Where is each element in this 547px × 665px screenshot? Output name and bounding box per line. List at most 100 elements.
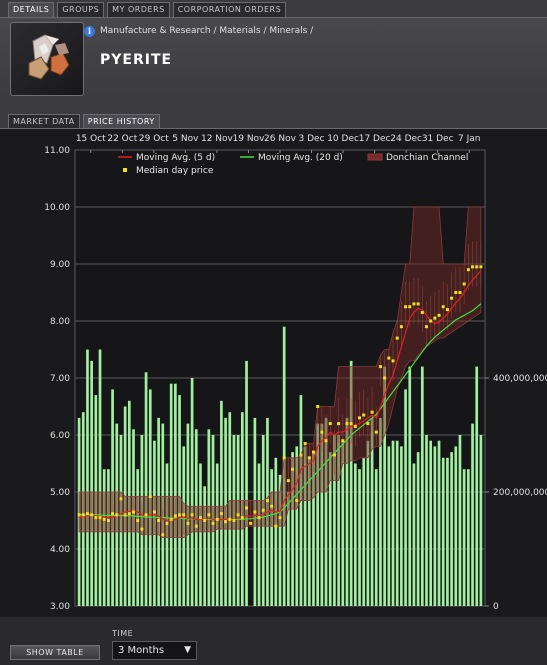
tab-corporation-orders[interactable]: CORPORATION ORDERS bbox=[172, 2, 287, 17]
median-point bbox=[127, 512, 131, 516]
median-point bbox=[345, 422, 349, 426]
median-point bbox=[136, 519, 140, 522]
tab-price-history[interactable]: PRICE HISTORY bbox=[82, 114, 160, 129]
y-tick-label: 8.00 bbox=[50, 317, 70, 327]
sub-tab-bar: MARKET DATA PRICE HISTORY bbox=[8, 114, 160, 129]
median-point bbox=[148, 495, 152, 499]
show-table-button[interactable]: SHOW TABLE bbox=[10, 645, 100, 660]
info-icon[interactable]: i bbox=[84, 26, 95, 37]
x-tick-label: 15 Oct bbox=[76, 134, 106, 144]
median-point bbox=[303, 442, 307, 446]
legend-label: Moving Avg. (20 d) bbox=[258, 153, 343, 163]
volume-bar bbox=[333, 435, 336, 606]
median-point bbox=[311, 450, 315, 454]
median-point bbox=[224, 520, 228, 524]
median-point bbox=[161, 533, 165, 537]
chevron-down-icon: ▼ bbox=[184, 645, 191, 655]
median-point bbox=[140, 527, 144, 531]
volume-bar bbox=[429, 440, 433, 606]
volume-bar bbox=[441, 457, 445, 606]
median-point bbox=[85, 512, 89, 516]
median-point bbox=[383, 376, 387, 380]
x-tick-label: 26 Nov bbox=[264, 134, 297, 144]
volume-bar bbox=[349, 360, 353, 606]
volume-bar bbox=[190, 378, 194, 606]
median-point bbox=[404, 305, 408, 309]
x-tick-label: 12 Nov bbox=[201, 134, 234, 144]
median-point bbox=[111, 512, 115, 516]
median-point bbox=[215, 517, 219, 521]
time-range-select[interactable]: 3 Months ▼ bbox=[112, 641, 197, 660]
volume-bar bbox=[462, 469, 466, 606]
volume-bar bbox=[345, 417, 349, 606]
tab-groups[interactable]: GROUPS bbox=[57, 2, 105, 17]
legend-swatch bbox=[123, 168, 127, 172]
volume-bar bbox=[98, 349, 102, 606]
median-point bbox=[106, 519, 110, 522]
median-point bbox=[362, 413, 366, 417]
volume-tick-label: 0 bbox=[493, 602, 499, 612]
median-point bbox=[98, 516, 102, 520]
median-point bbox=[441, 305, 445, 309]
tab-my-orders[interactable]: MY ORDERS bbox=[107, 2, 170, 17]
tab-details[interactable]: DETAILS bbox=[8, 2, 55, 17]
page-title: PYERITE bbox=[100, 52, 173, 68]
median-point bbox=[391, 359, 395, 363]
tab-market-data[interactable]: MARKET DATA bbox=[8, 114, 80, 129]
volume-bar bbox=[366, 440, 370, 606]
median-point bbox=[408, 305, 412, 309]
volume-bar bbox=[102, 469, 106, 606]
volume-bar bbox=[291, 452, 294, 606]
median-point bbox=[420, 310, 424, 314]
median-point bbox=[471, 265, 475, 269]
volume-bar bbox=[475, 366, 479, 606]
median-point bbox=[173, 514, 177, 518]
x-tick-label: 5 Nov bbox=[172, 134, 199, 144]
median-point bbox=[479, 265, 483, 269]
median-point bbox=[320, 430, 324, 434]
y-tick-label: 9.00 bbox=[50, 260, 70, 270]
donchian-channel-band bbox=[78, 206, 482, 538]
median-point bbox=[253, 510, 257, 514]
median-point bbox=[378, 365, 382, 369]
volume-tick-label: 200,000,000 bbox=[493, 488, 547, 498]
y-tick-label: 5.00 bbox=[50, 488, 70, 498]
median-point bbox=[77, 513, 81, 517]
subtab-divider bbox=[0, 128, 547, 129]
volume-bar bbox=[86, 349, 89, 606]
median-point bbox=[295, 499, 299, 503]
median-point bbox=[328, 422, 332, 426]
median-point bbox=[341, 439, 345, 443]
volume-bar bbox=[374, 469, 378, 606]
x-tick-label: 24 Dec bbox=[390, 134, 422, 144]
median-point bbox=[240, 516, 244, 520]
x-tick-label: 10 Dec bbox=[327, 134, 359, 144]
volume-bar bbox=[471, 423, 474, 606]
volume-bar bbox=[420, 366, 424, 606]
volume-bar bbox=[295, 446, 299, 606]
volume-bar bbox=[425, 435, 428, 606]
volume-bar bbox=[270, 469, 273, 606]
volume-bar bbox=[303, 446, 307, 606]
tab-divider bbox=[0, 17, 547, 18]
median-point bbox=[190, 513, 194, 517]
median-point bbox=[203, 519, 207, 522]
median-point bbox=[424, 325, 428, 329]
median-point bbox=[316, 405, 320, 408]
median-point bbox=[265, 499, 269, 503]
median-point bbox=[412, 302, 416, 306]
volume-bar bbox=[312, 452, 315, 606]
volume-bar bbox=[215, 463, 219, 606]
volume-bar bbox=[362, 457, 366, 606]
volume-bar bbox=[307, 457, 311, 606]
median-point bbox=[261, 508, 265, 512]
median-point bbox=[429, 319, 433, 323]
median-point bbox=[450, 296, 454, 300]
median-point bbox=[211, 521, 215, 525]
median-point bbox=[90, 513, 94, 517]
median-point bbox=[228, 517, 232, 521]
volume-bar bbox=[287, 492, 290, 606]
volume-bar bbox=[203, 486, 207, 606]
median-point bbox=[236, 513, 240, 517]
y-tick-label: 11.00 bbox=[44, 146, 70, 156]
